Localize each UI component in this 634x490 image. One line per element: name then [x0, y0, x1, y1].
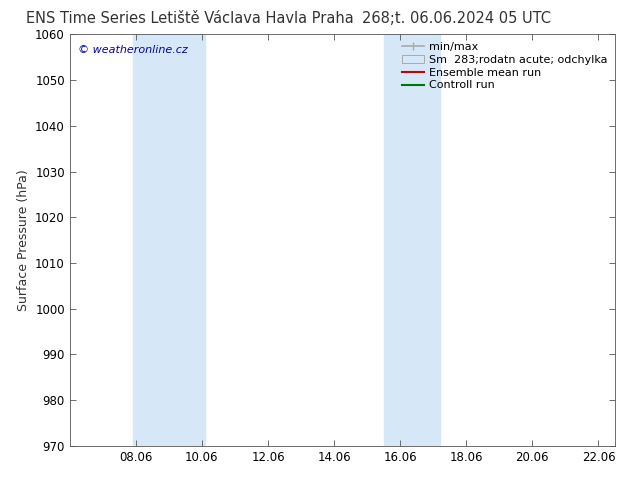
- Text: © weatheronline.cz: © weatheronline.cz: [78, 45, 188, 54]
- Text: ENS Time Series Letiště Václava Havla Praha: ENS Time Series Letiště Václava Havla Pr…: [27, 11, 354, 26]
- Y-axis label: Surface Pressure (hPa): Surface Pressure (hPa): [16, 169, 30, 311]
- Bar: [133, 34, 205, 446]
- Bar: [384, 34, 440, 446]
- Legend: min/max, Sm  283;rodatn acute; odchylka, Ensemble mean run, Controll run: min/max, Sm 283;rodatn acute; odchylka, …: [400, 40, 609, 93]
- Text: 268;t. 06.06.2024 05 UTC: 268;t. 06.06.2024 05 UTC: [362, 11, 551, 26]
